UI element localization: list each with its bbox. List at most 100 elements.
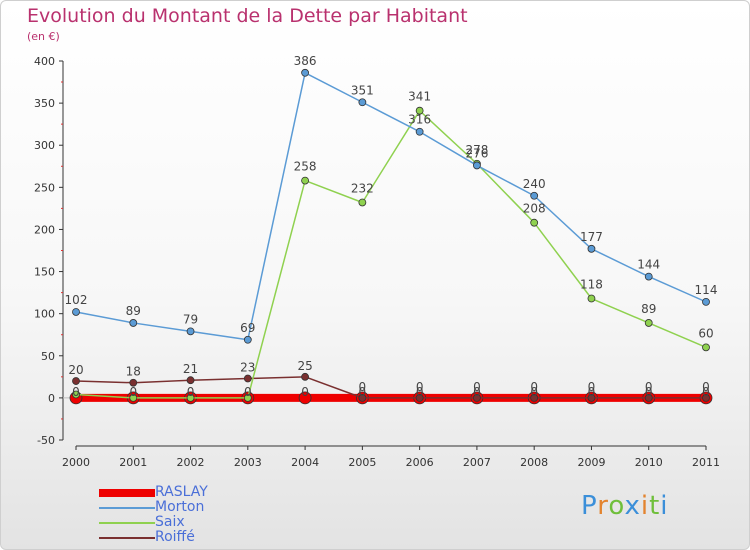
data-label-raslay: 0	[588, 385, 596, 399]
legend-label: Roiffé	[155, 529, 195, 545]
data-label-saix: 208	[523, 202, 546, 216]
data-point-saix	[587, 294, 596, 303]
y-tick-label: 200	[34, 223, 55, 236]
data-point-morton	[129, 319, 138, 327]
chart-title: Evolution du Montant de la Dette par Hab…	[27, 5, 468, 27]
chart-subtitle: (en €)	[27, 30, 60, 43]
data-label-raslay: 0	[129, 385, 137, 399]
data-label-raslay: 0	[645, 385, 653, 399]
data-point-morton	[301, 68, 309, 77]
data-point-roiffé	[129, 378, 138, 387]
data-point-roiffé	[186, 376, 195, 385]
data-point-morton	[587, 244, 596, 253]
data-point-saix	[358, 198, 367, 207]
x-tick-label: 2009	[577, 456, 605, 469]
legend-label: RASLAY	[155, 484, 208, 500]
data-point-roiffé	[415, 393, 424, 402]
data-label-saix: 118	[580, 278, 603, 292]
data-label-morton: 79	[183, 312, 198, 326]
data-label-roiffé: 0	[473, 380, 481, 394]
data-label-morton: 316	[408, 113, 431, 127]
data-label-morton: 144	[637, 258, 660, 272]
data-label-raslay: 0	[416, 385, 424, 399]
data-point-saix	[186, 393, 195, 402]
y-tick-label: 250	[34, 181, 55, 194]
data-label-saix: 232	[351, 181, 374, 195]
data-point-roiffé	[473, 393, 481, 402]
data-point-roiffé	[530, 393, 539, 402]
data-label-roiffé: 0	[416, 380, 424, 394]
data-label-raslay: 0	[530, 385, 538, 399]
data-label-roiffé: 0	[530, 380, 538, 394]
proxiti-logo: Proxiti	[581, 491, 669, 521]
legend-label: Morton	[155, 499, 205, 515]
data-point-roiffé	[243, 374, 252, 383]
data-point-roiffé	[301, 372, 309, 381]
data-point-morton	[530, 191, 539, 200]
x-tick-label: 2007	[463, 456, 491, 469]
data-label-raslay: 0	[702, 385, 710, 399]
data-label-roiffé: 0	[702, 380, 710, 394]
y-tick-label: 350	[34, 97, 55, 110]
y-tick-label: 100	[34, 308, 55, 321]
data-point-saix	[129, 393, 138, 402]
series-line-saix	[75, 109, 707, 399]
data-label-morton: 386	[294, 54, 317, 68]
x-tick-label: 2006	[406, 456, 434, 469]
data-label-saix: 341	[408, 90, 431, 104]
data-point-morton	[702, 297, 710, 306]
data-label-morton: 114	[695, 283, 718, 297]
data-point-roiffé	[644, 393, 653, 402]
x-tick-label: 2005	[348, 456, 376, 469]
data-label-morton: 177	[580, 230, 603, 244]
data-label-roiffé: 18	[126, 365, 141, 379]
data-label-roiffé: 0	[588, 380, 596, 394]
data-label-saix: 60	[698, 326, 713, 340]
data-point-morton	[72, 308, 80, 316]
y-tick-label: 50	[41, 350, 55, 363]
data-label-morton: 102	[65, 293, 88, 307]
data-label-raslay: 0	[473, 385, 481, 399]
data-label-raslay: 0	[301, 385, 309, 399]
data-point-saix	[415, 106, 424, 115]
data-point-raslay	[298, 391, 312, 405]
data-label-saix: 278	[465, 143, 488, 157]
data-point-roiffé	[702, 393, 710, 402]
data-point-morton	[415, 127, 424, 136]
data-label-roiffé: 21	[183, 362, 198, 376]
x-tick-label: 2004	[291, 456, 319, 469]
y-tick-label: 400	[34, 55, 55, 68]
x-tick-label: 2011	[692, 456, 720, 469]
data-label-morton: 89	[126, 304, 141, 318]
data-label-roiffé: 23	[240, 361, 255, 375]
data-label-raslay: 0	[244, 385, 252, 399]
data-label-morton: 240	[523, 177, 546, 191]
data-label-roiffé: 0	[645, 380, 653, 394]
x-tick-label: 2008	[520, 456, 548, 469]
data-point-roiffé	[72, 377, 80, 385]
data-label-raslay: 0	[187, 385, 195, 399]
data-point-saix	[702, 343, 710, 352]
data-label-morton: 351	[351, 83, 374, 97]
data-point-morton	[358, 98, 367, 107]
legend-swatch-morton	[99, 507, 155, 509]
data-point-morton	[473, 161, 481, 170]
data-label-morton: 276	[465, 146, 488, 160]
data-point-saix	[72, 390, 80, 399]
x-tick-label: 2000	[62, 456, 90, 469]
y-tick-label: -50	[37, 434, 55, 447]
x-tick-label: 2010	[635, 456, 663, 469]
x-tick-label: 2002	[177, 456, 205, 469]
y-tick-label: 150	[34, 266, 55, 279]
data-point-saix	[530, 218, 539, 227]
y-tick-label: 0	[48, 392, 55, 405]
data-point-roiffé	[587, 393, 596, 402]
data-point-roiffé	[358, 393, 367, 402]
data-point-morton	[644, 272, 653, 281]
legend-label: Saix	[155, 514, 185, 530]
data-label-saix: 258	[294, 160, 317, 174]
legend-swatch-raslay	[99, 489, 155, 497]
legend-swatch-roiffe	[99, 537, 155, 539]
